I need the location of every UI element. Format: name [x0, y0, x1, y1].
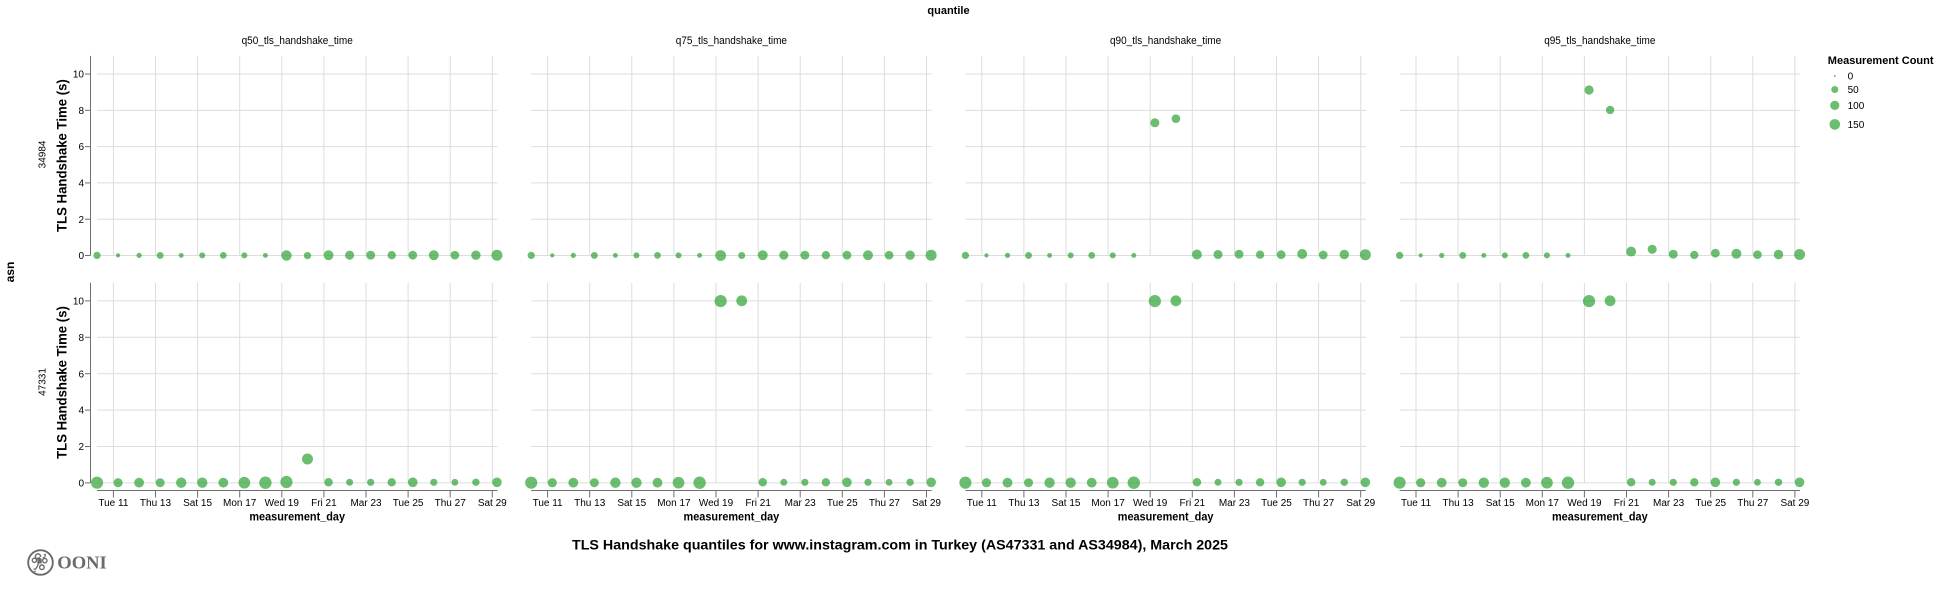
svg-text:Thu 27: Thu 27: [1737, 498, 1769, 509]
svg-text:Mar 23: Mar 23: [785, 498, 817, 509]
svg-text:Sat 15: Sat 15: [617, 498, 646, 509]
svg-text:0: 0: [78, 479, 84, 490]
svg-text:0: 0: [78, 251, 84, 262]
svg-text:150: 150: [1848, 120, 1865, 131]
svg-text:Sat 29: Sat 29: [1780, 498, 1809, 509]
svg-text:Tue 25: Tue 25: [393, 498, 424, 509]
svg-text:2: 2: [78, 215, 84, 226]
svg-text:10: 10: [73, 70, 85, 81]
svg-text:Tue 11: Tue 11: [98, 498, 128, 509]
svg-text:Tue 25: Tue 25: [1695, 498, 1726, 509]
svg-text:Fri 21: Fri 21: [745, 498, 771, 509]
svg-text:quantile: quantile: [927, 5, 969, 17]
svg-text:TLS Handshake quantiles for ww: TLS Handshake quantiles for www.instagra…: [572, 537, 1229, 552]
svg-text:TLS Handshake Time (s): TLS Handshake Time (s): [54, 306, 70, 459]
svg-text:Mar 23: Mar 23: [350, 498, 382, 509]
svg-text:Mon 17: Mon 17: [223, 498, 257, 509]
svg-text:measurement_day: measurement_day: [1118, 510, 1214, 524]
svg-text:Wed 19: Wed 19: [265, 498, 300, 509]
svg-text:Tue 11: Tue 11: [533, 498, 563, 509]
svg-text:Tue 11: Tue 11: [1401, 498, 1431, 509]
svg-text:Sat 29: Sat 29: [912, 498, 941, 509]
svg-text:q95_tls_handshake_time: q95_tls_handshake_time: [1544, 35, 1655, 47]
svg-text:Mon 17: Mon 17: [657, 498, 691, 509]
svg-text:Mar 23: Mar 23: [1219, 498, 1251, 509]
svg-text:Sat 15: Sat 15: [183, 498, 212, 509]
svg-text:100: 100: [1848, 101, 1865, 112]
svg-text:asn: asn: [3, 262, 17, 283]
svg-text:Thu 27: Thu 27: [1303, 498, 1335, 509]
svg-text:Fri 21: Fri 21: [311, 498, 337, 509]
svg-text:Thu 13: Thu 13: [1443, 498, 1475, 509]
svg-text:Wed 19: Wed 19: [1567, 498, 1602, 509]
svg-text:Sat 29: Sat 29: [1346, 498, 1375, 509]
svg-text:measurement_day: measurement_day: [684, 510, 780, 524]
svg-text:4: 4: [78, 406, 84, 417]
svg-text:Tue 25: Tue 25: [1261, 498, 1292, 509]
svg-text:6: 6: [78, 142, 84, 153]
svg-text:Tue 11: Tue 11: [967, 498, 997, 509]
svg-text:measurement_day: measurement_day: [249, 510, 345, 524]
svg-text:8: 8: [78, 333, 84, 344]
svg-text:2: 2: [78, 442, 84, 453]
svg-text:Mon 17: Mon 17: [1526, 498, 1560, 509]
svg-text:Sat 15: Sat 15: [1052, 498, 1081, 509]
svg-text:OONI: OONI: [57, 552, 107, 572]
svg-text:q90_tls_handshake_time: q90_tls_handshake_time: [1110, 35, 1221, 47]
svg-text:Thu 13: Thu 13: [574, 498, 606, 509]
svg-text:Sat 29: Sat 29: [478, 498, 507, 509]
svg-text:measurement_day: measurement_day: [1552, 510, 1648, 524]
svg-text:Tue 25: Tue 25: [827, 498, 858, 509]
svg-text:34984: 34984: [38, 140, 49, 168]
svg-text:10: 10: [73, 297, 85, 308]
svg-text:q75_tls_handshake_time: q75_tls_handshake_time: [676, 35, 787, 47]
svg-text:Thu 13: Thu 13: [1008, 498, 1040, 509]
svg-text:Wed 19: Wed 19: [1133, 498, 1168, 509]
svg-text:4: 4: [78, 179, 84, 190]
svg-text:TLS Handshake Time (s): TLS Handshake Time (s): [54, 79, 70, 232]
svg-text:Fri 21: Fri 21: [1614, 498, 1640, 509]
svg-text:Thu 13: Thu 13: [140, 498, 172, 509]
svg-text:Thu 27: Thu 27: [869, 498, 901, 509]
svg-text:Sat 15: Sat 15: [1486, 498, 1515, 509]
svg-text:0: 0: [1848, 72, 1854, 83]
svg-text:Thu 27: Thu 27: [435, 498, 467, 509]
svg-text:Mon 17: Mon 17: [1091, 498, 1125, 509]
svg-text:Wed 19: Wed 19: [699, 498, 734, 509]
svg-text:q50_tls_handshake_time: q50_tls_handshake_time: [242, 35, 353, 47]
svg-text:8: 8: [78, 106, 84, 117]
svg-text:6: 6: [78, 369, 84, 380]
svg-text:Fri 21: Fri 21: [1180, 498, 1206, 509]
svg-text:Mar 23: Mar 23: [1653, 498, 1685, 509]
svg-text:Measurement Count: Measurement Count: [1828, 55, 1934, 67]
svg-text:50: 50: [1848, 85, 1860, 96]
svg-text:47331: 47331: [38, 368, 49, 396]
